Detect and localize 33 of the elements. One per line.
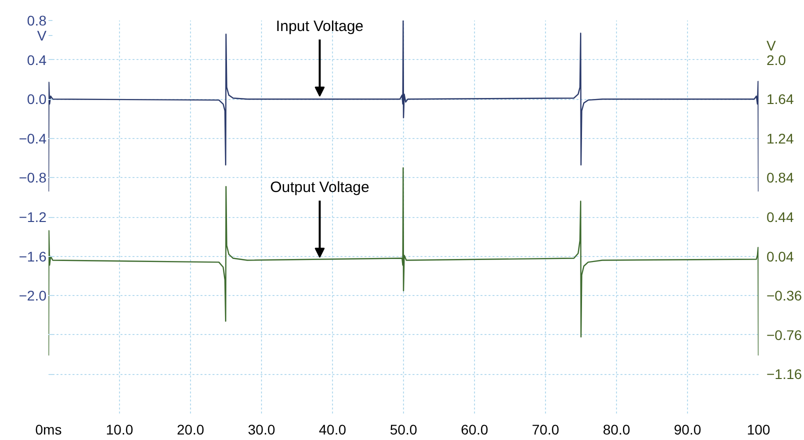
y2-tick-label: 1.64 [766, 91, 794, 108]
y2-axis-title: V [766, 37, 776, 54]
x-tick-label: 100 [746, 422, 770, 438]
y2-tick-label: −0.76 [766, 326, 802, 343]
y-tick-label: −1.2 [18, 209, 47, 225]
y2-tick-label: 0.84 [766, 170, 794, 186]
y-tick-label: −1.6 [18, 248, 47, 264]
x-tick-label: 60.0 [460, 422, 488, 438]
x-tick-label: 30.0 [248, 422, 276, 438]
y2-tick-label: 0.44 [766, 209, 794, 225]
x-tick-label: 0ms [35, 422, 62, 438]
y-tick-label: −2.0 [18, 288, 47, 304]
x-tick-label: 80.0 [602, 422, 630, 438]
y2-tick-label: 2.0 [766, 52, 786, 68]
x-tick-label: 90.0 [674, 422, 702, 438]
y-tick-label: −0.4 [18, 130, 47, 146]
line-series [48, 167, 758, 356]
y-tick-label: 0.8 [27, 12, 47, 28]
x-tick-label: 40.0 [318, 422, 346, 438]
x-tick-label: 10.0 [106, 422, 134, 438]
annotation: Input Voltage [276, 18, 364, 36]
x-tick-label: 50.0 [390, 422, 418, 438]
annotation: Output Voltage [270, 179, 370, 196]
y2-tick-label: −1.16 [766, 366, 802, 382]
y2-tick-label: 1.24 [766, 130, 794, 146]
y-tick-label: 0.0 [27, 91, 47, 108]
x-tick-label: 20.0 [176, 422, 204, 438]
y-tick-label: 0.4 [27, 52, 47, 68]
y2-tick-label: −0.36 [766, 288, 802, 304]
y-axis-title: V [37, 27, 48, 44]
y-tick-label: −0.8 [18, 170, 47, 186]
y2-tick-label: 0.04 [766, 248, 794, 264]
x-tick-label: 70.0 [532, 422, 560, 438]
